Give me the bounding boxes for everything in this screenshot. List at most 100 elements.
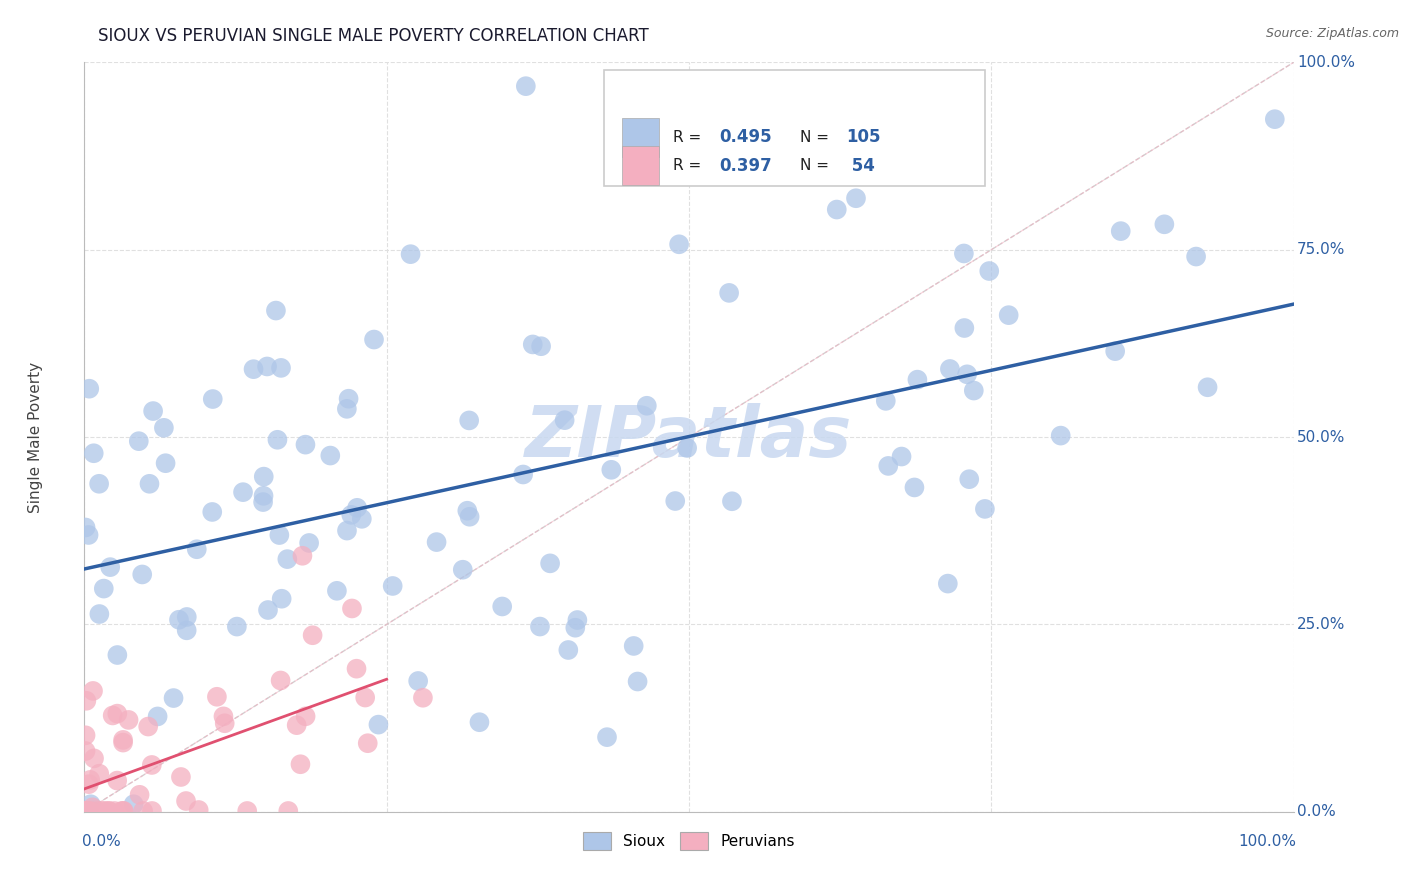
Point (162, 691, 184, 706)
Point (291, 549, 314, 563)
Point (905, 373, 928, 387)
Point (270, 673, 292, 688)
FancyBboxPatch shape (605, 70, 986, 186)
Point (155, 456, 177, 470)
Point (336, 524, 359, 538)
Point (91, 804, 114, 818)
Point (456, 504, 478, 518)
Point (105, 648, 128, 662)
Point (530, 339, 553, 353)
Point (212, 709, 235, 723)
Point (89, 607, 111, 621)
Point (290, 757, 312, 772)
Point (122, 797, 145, 812)
Point (253, 469, 276, 483)
Point (138, 476, 160, 491)
Point (131, 567, 153, 582)
Point (367, 717, 389, 731)
Point (112, 732, 135, 747)
Point (557, 643, 579, 657)
Point (117, 713, 139, 727)
Point (600, 463, 623, 477)
Point (79, 804, 101, 818)
Point (205, 690, 228, 704)
Text: N =: N = (800, 130, 834, 145)
Point (89, 766, 111, 780)
Point (458, 509, 481, 524)
Point (75, 520, 97, 534)
Point (451, 563, 474, 577)
Point (298, 536, 321, 550)
Point (105, 706, 128, 721)
Point (491, 599, 513, 614)
Point (294, 709, 316, 723)
Point (112, 804, 135, 818)
Text: 50.0%: 50.0% (1298, 430, 1346, 444)
Text: 100.0%: 100.0% (1237, 834, 1296, 849)
Point (890, 450, 912, 464)
Point (664, 494, 686, 508)
Text: N =: N = (800, 159, 834, 173)
Text: 0.397: 0.397 (720, 157, 772, 175)
Point (128, 434, 150, 449)
Point (82, 684, 104, 698)
Point (346, 662, 368, 676)
Text: 0.0%: 0.0% (1298, 805, 1336, 819)
Point (82, 800, 104, 814)
Point (354, 690, 377, 705)
Point (75, 804, 97, 818)
Point (75, 804, 97, 818)
Point (1153, 217, 1175, 231)
Point (176, 624, 198, 638)
Point (285, 718, 308, 732)
Point (399, 247, 422, 261)
Point (953, 321, 976, 335)
Point (512, 467, 534, 482)
Point (75, 728, 97, 742)
Point (132, 804, 155, 818)
Point (77, 528, 100, 542)
Point (596, 730, 619, 744)
FancyBboxPatch shape (623, 118, 659, 157)
Point (93, 582, 115, 596)
Text: 54: 54 (846, 157, 875, 175)
Point (626, 674, 648, 689)
Point (636, 399, 658, 413)
Point (93, 804, 115, 818)
Point (174, 794, 197, 808)
Text: R =: R = (673, 130, 706, 145)
Point (426, 535, 449, 549)
Point (963, 384, 986, 398)
Point (89, 476, 111, 491)
Point (301, 628, 323, 642)
Point (997, 308, 1019, 322)
Point (357, 736, 380, 750)
Point (252, 495, 274, 509)
Point (668, 237, 690, 252)
Legend: Sioux, Peruvians: Sioux, Peruvians (578, 826, 800, 856)
Point (979, 264, 1001, 278)
Point (187, 803, 209, 817)
Text: Single Male Poverty: Single Male Poverty (28, 361, 44, 513)
Point (186, 542, 208, 557)
Point (252, 489, 274, 503)
Point (845, 191, 868, 205)
Text: R =: R = (673, 159, 706, 173)
Point (103, 804, 125, 818)
Text: 0.0%: 0.0% (82, 834, 121, 849)
Point (101, 708, 124, 723)
Point (83, 751, 105, 765)
Point (326, 583, 349, 598)
Point (522, 337, 544, 351)
Point (257, 603, 280, 617)
Point (412, 690, 434, 705)
Point (340, 508, 363, 522)
Point (974, 502, 997, 516)
Point (270, 360, 292, 375)
Point (105, 773, 128, 788)
Text: 0.495: 0.495 (720, 128, 772, 146)
Point (936, 576, 959, 591)
Point (75, 804, 97, 818)
Point (346, 500, 368, 515)
FancyBboxPatch shape (623, 146, 659, 186)
